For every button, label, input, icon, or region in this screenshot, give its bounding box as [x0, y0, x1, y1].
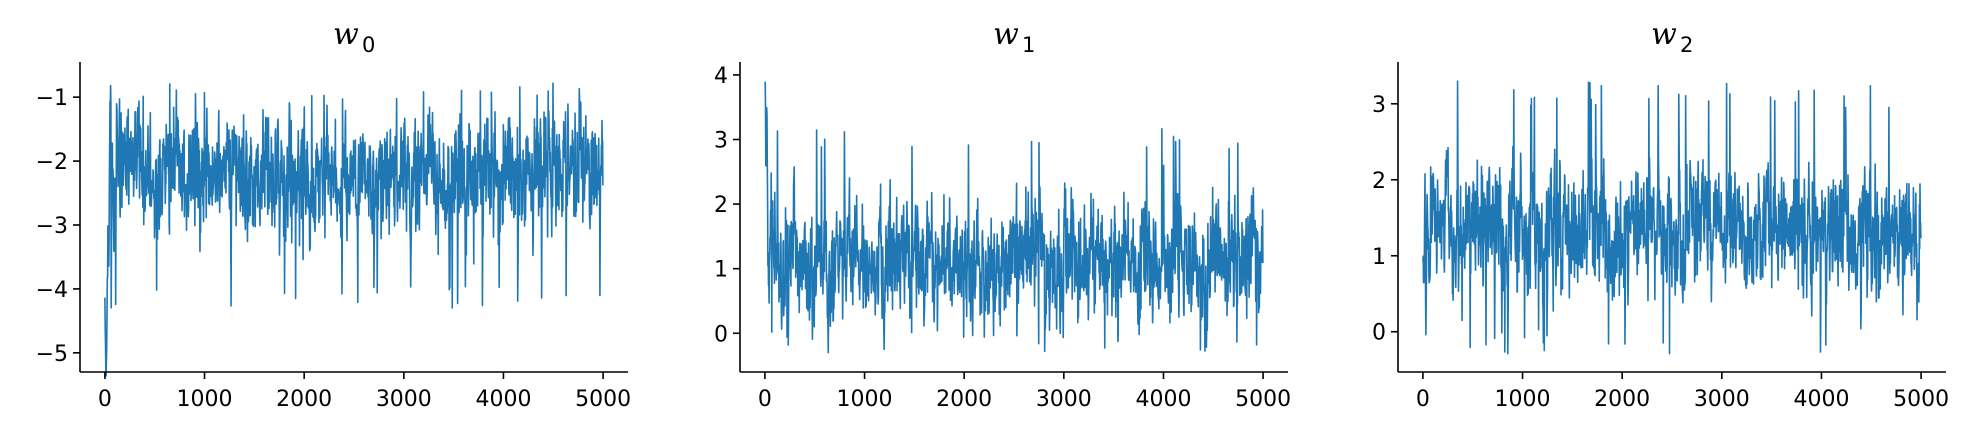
y-tick-label: 3: [714, 129, 728, 154]
series-line: [1422, 80, 1922, 355]
x-tick-label: 2000: [276, 387, 332, 412]
y-tick-label: 0: [1372, 321, 1386, 346]
subplot-0: w 00 1000 2000 3000 4000 5000−5−4−3−2−1: [36, 17, 632, 412]
x-tick-label: 4000: [475, 387, 531, 412]
y-tick-label: 2: [714, 193, 728, 218]
y-tick-label: −4: [36, 278, 68, 303]
x-tick-label: 3000: [1694, 387, 1750, 412]
x-tick-label: 2000: [1594, 387, 1650, 412]
series-line: [764, 81, 1264, 354]
x-tick-label: 5000: [1235, 387, 1291, 412]
x-tick-label: 3000: [376, 387, 432, 412]
subplot-title: w: [333, 17, 359, 52]
series-line: [104, 82, 604, 377]
y-tick-label: 2: [1372, 169, 1386, 194]
subplot-title: w: [1651, 17, 1677, 52]
y-tick-label: −1: [36, 86, 68, 111]
x-tick-label: 5000: [1893, 387, 1949, 412]
x-tick-label: 5000: [575, 387, 631, 412]
y-tick-label: 1: [1372, 245, 1386, 270]
x-tick-label: 4000: [1793, 387, 1849, 412]
x-tick-label: 0: [1416, 387, 1430, 412]
x-tick-label: 1000: [177, 387, 233, 412]
x-tick-label: 1000: [1495, 387, 1551, 412]
y-tick-label: 4: [714, 64, 728, 89]
y-tick-label: −5: [36, 342, 68, 367]
y-tick-label: 1: [714, 258, 728, 283]
subplot-title-subscript: 1: [1022, 33, 1035, 57]
x-tick-label: 2000: [936, 387, 992, 412]
x-tick-label: 3000: [1036, 387, 1092, 412]
x-tick-label: 4000: [1135, 387, 1191, 412]
y-tick-label: −2: [36, 150, 68, 175]
subplot-title-subscript: 0: [362, 33, 375, 57]
x-tick-label: 1000: [837, 387, 893, 412]
subplot-title: w: [993, 17, 1019, 52]
y-tick-label: 3: [1372, 93, 1386, 118]
y-tick-label: −3: [36, 214, 68, 239]
y-tick-label: 0: [714, 322, 728, 347]
x-tick-label: 0: [758, 387, 772, 412]
x-tick-label: 0: [98, 387, 112, 412]
subplot-title-subscript: 2: [1680, 33, 1693, 57]
